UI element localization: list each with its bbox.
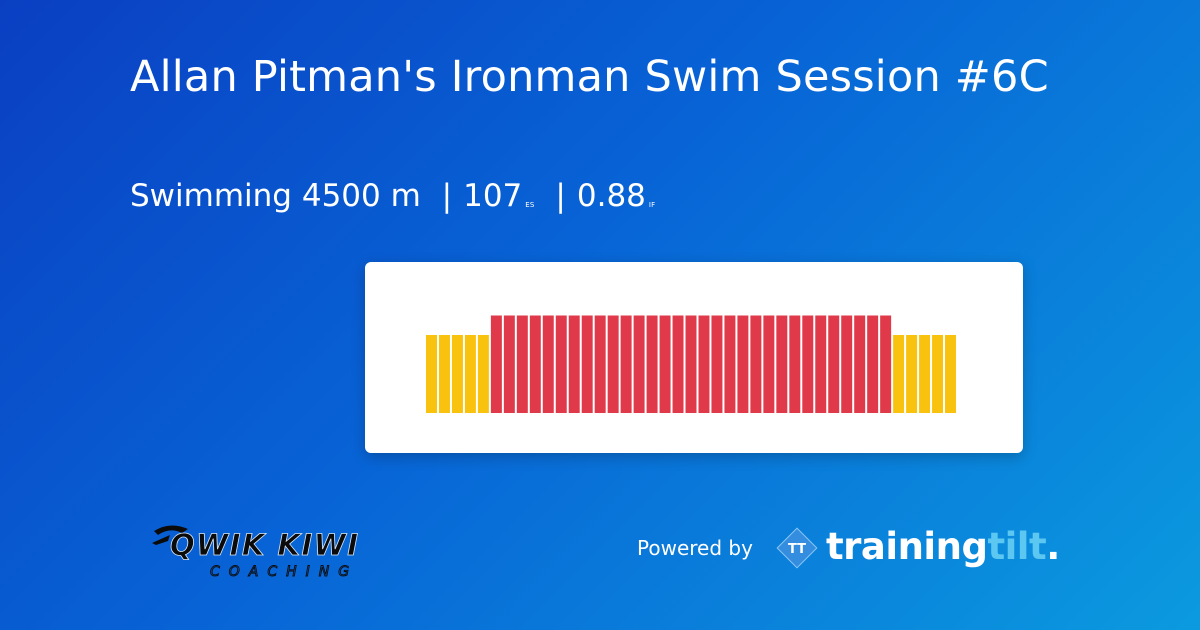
- svg-text:QWIK KIWI: QWIK KIWI: [170, 528, 360, 562]
- interval-bar-red: [633, 315, 645, 413]
- interval-bar-red: [490, 315, 502, 413]
- interval-bar-red: [867, 315, 879, 413]
- interval-bar-red: [711, 315, 723, 413]
- interval-bar-red: [659, 315, 671, 413]
- distance-value: 4500 m: [301, 178, 421, 214]
- brand-part-training: training: [826, 525, 988, 568]
- interval-bar-red: [568, 315, 580, 413]
- interval-bar-yellow: [906, 335, 918, 413]
- tt-diamond-icon: TT: [774, 525, 820, 571]
- interval-bar-yellow: [451, 335, 463, 413]
- interval-bar-red: [542, 315, 554, 413]
- sport-label: Swimming: [130, 178, 292, 214]
- interval-bar-yellow: [893, 335, 905, 413]
- interval-bar-yellow: [932, 335, 944, 413]
- interval-bar-red: [685, 315, 697, 413]
- if-value: 0.88: [576, 178, 646, 214]
- summary-separator: |: [555, 178, 566, 214]
- brand-part-tilt: tilt: [987, 525, 1047, 568]
- interval-bar-red: [646, 315, 658, 413]
- interval-bar-red: [737, 315, 749, 413]
- interval-bar-red: [789, 315, 801, 413]
- interval-bar-red: [620, 315, 632, 413]
- interval-bar-yellow: [919, 335, 931, 413]
- interval-bar-red: [516, 315, 528, 413]
- powered-by-label: Powered by: [637, 536, 753, 560]
- interval-bar-red: [854, 315, 866, 413]
- interval-bar-yellow: [464, 335, 476, 413]
- interval-bar-red: [503, 315, 515, 413]
- interval-bar-red: [841, 315, 853, 413]
- interval-bar-yellow: [426, 335, 437, 413]
- workout-interval-chart: [426, 315, 956, 413]
- es-unit: ES: [525, 201, 535, 209]
- interval-bar-red: [763, 315, 775, 413]
- interval-bar-red: [529, 315, 541, 413]
- workout-summary: Swimming 4500 m | 107 ES | 0.88 IF: [130, 175, 655, 226]
- svg-text:COACHING: COACHING: [210, 564, 358, 580]
- tt-badge-letters: TT: [788, 542, 806, 557]
- interval-bar-red: [581, 315, 593, 413]
- interval-bar-red: [776, 315, 788, 413]
- interval-bar-red: [802, 315, 814, 413]
- if-unit: IF: [648, 201, 656, 209]
- interval-bar-red: [607, 315, 619, 413]
- trainingtilt-logo: trainingtilt.: [826, 524, 1060, 570]
- workout-chart-card: [365, 262, 1023, 453]
- es-value: 107: [463, 178, 523, 214]
- interval-bar-yellow: [438, 335, 450, 413]
- page-title: Allan Pitman's Ironman Swim Session #6C: [130, 52, 1049, 102]
- interval-bar-red: [815, 315, 827, 413]
- interval-bar-red: [594, 315, 606, 413]
- interval-bar-red: [672, 315, 684, 413]
- interval-bar-red: [555, 315, 567, 413]
- summary-separator: |: [441, 178, 453, 214]
- qwik-kiwi-coaching-logo: QWIK KIWI COACHING: [148, 523, 468, 583]
- interval-bar-red: [828, 315, 840, 413]
- interval-bar-yellow: [477, 335, 489, 413]
- interval-bar-red: [880, 315, 892, 413]
- brand-dot: .: [1046, 525, 1060, 568]
- interval-bar-red: [698, 315, 710, 413]
- interval-bar-red: [724, 315, 736, 413]
- interval-bar-yellow: [945, 335, 956, 413]
- interval-bar-red: [750, 315, 762, 413]
